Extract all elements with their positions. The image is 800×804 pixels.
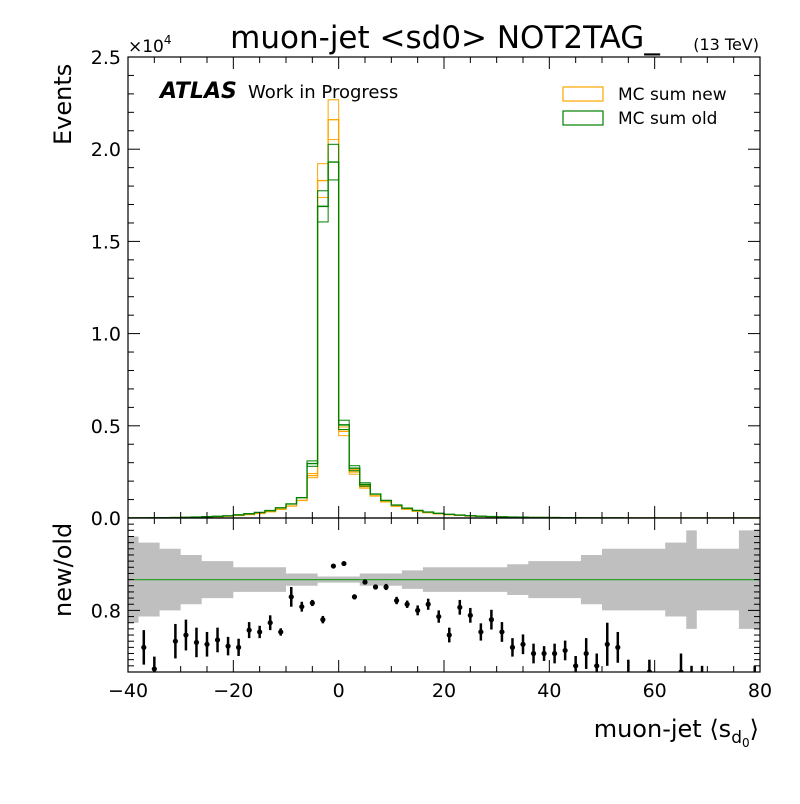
ratio-point: [457, 604, 463, 610]
ratio-layer: [128, 530, 760, 681]
ratio-point: [257, 629, 263, 635]
uncertainty-box-old: [317, 190, 329, 223]
ratio-frame: [127, 517, 761, 673]
x-tick-label: 20: [432, 680, 456, 702]
ratio-point: [478, 629, 484, 635]
ratio-point: [394, 597, 400, 604]
y-tick-label: 2.0: [91, 139, 121, 161]
ratio-point: [626, 676, 631, 681]
ratio-point: [204, 641, 210, 647]
x-tick-label: −20: [213, 680, 253, 702]
ratio-point: [341, 560, 347, 567]
y-tick-label: 1.0: [91, 324, 121, 346]
ratio-point: [267, 620, 273, 626]
legend-label-new: MC sum new: [618, 85, 727, 105]
y-multiplier-exp: 4: [164, 33, 172, 47]
uncertainty-box-new: [327, 99, 340, 141]
ratio-point: [415, 607, 421, 614]
legend-label-old: MC sum old: [618, 109, 717, 129]
ratio-point: [278, 629, 284, 635]
ratio-point: [615, 644, 621, 650]
ratio-point: [499, 629, 505, 635]
ratio-point: [446, 632, 452, 638]
ratio-point: [425, 601, 431, 607]
axes-layer: −40 −20 0 20 40 60 80 0.0 0.5 1.0 1.5 2.0 2.5 0.8: [91, 47, 772, 702]
ratio-point: [573, 663, 579, 669]
ratio-point: [299, 604, 305, 610]
legend-swatch-new: [562, 86, 604, 102]
ratio-point: [362, 579, 368, 585]
ratio-point: [604, 641, 610, 647]
uncertainty-box-old: [306, 460, 319, 467]
x-tick-label: 80: [748, 680, 772, 702]
status-label: Work in Progress: [248, 82, 398, 103]
x-axis-label-main: muon-jet ⟨s: [594, 715, 731, 743]
ratio-point: [225, 643, 231, 649]
histogram-layer: [128, 99, 760, 518]
uncertainty-box-old: [359, 482, 371, 487]
ratio-point: [288, 594, 294, 600]
x-axis-label: muon-jet ⟨sd0⟩: [594, 715, 759, 750]
uncertainty-box-old: [348, 465, 361, 472]
ratio-point: [552, 650, 558, 657]
y-tick-label: 1.5: [91, 231, 121, 253]
histogram-new: [128, 118, 760, 518]
ratio-point: [320, 617, 326, 623]
y-tick-label: 0.5: [91, 416, 121, 438]
atlas-label: ATLAS: [158, 79, 237, 104]
ratio-point: [309, 600, 315, 606]
ratio-point: [594, 663, 600, 669]
ratio-point: [509, 644, 516, 650]
uncertainty-box-old: [338, 419, 350, 431]
ratio-point: [141, 644, 147, 650]
ratio-point: [183, 632, 189, 638]
x-tick-label: −40: [108, 680, 148, 702]
x-axis-label-close: ⟩: [750, 715, 759, 743]
ratio-point: [562, 647, 568, 654]
ratio-point: [541, 650, 547, 657]
ratio-point: [372, 584, 379, 590]
ratio-point: [172, 638, 178, 644]
ratio-y-tick-label: 0.8: [91, 600, 121, 622]
ratio-point: [330, 563, 336, 569]
ratio-point: [530, 650, 537, 657]
ratio-point: [236, 644, 242, 650]
ratio-point: [646, 669, 652, 672]
x-tick-label: 60: [643, 680, 667, 702]
x-axis-label-sub: d: [731, 728, 742, 748]
ratio-point: [193, 639, 200, 646]
y-tick-label: 0.0: [91, 508, 121, 530]
legend: MC sum new MC sum old: [562, 85, 727, 129]
ratio-point: [583, 650, 589, 657]
legend-swatch-old: [562, 110, 604, 126]
ratio-point: [436, 613, 442, 620]
ratio-point: [404, 601, 410, 607]
y-axis-label-top: Events: [49, 64, 77, 145]
histogram-old: [128, 161, 760, 518]
ratio-point: [214, 637, 221, 643]
y-tick-label: 2.5: [91, 47, 121, 69]
ratio-point: [699, 676, 704, 681]
y-multiplier-base: ×10: [128, 37, 164, 57]
y-axis-label-ratio: new/old: [49, 523, 77, 617]
ratio-point: [488, 617, 494, 623]
ratio-point: [520, 641, 526, 647]
y-multiplier: ×104: [128, 33, 172, 57]
ratio-point: [351, 594, 358, 600]
x-tick-label: 40: [537, 680, 561, 702]
ratio-point: [383, 584, 389, 590]
uncertainty-box-old: [327, 143, 340, 181]
x-tick-label: 0: [333, 680, 345, 702]
energy-label: (13 TeV): [693, 35, 759, 54]
x-axis-label-subsub: 0: [742, 736, 750, 750]
ratio-point: [689, 676, 694, 681]
ratio-point: [246, 627, 252, 633]
ratio-point: [467, 612, 473, 618]
chart-title: muon-jet <sd0> NOT2TAG_: [230, 20, 660, 56]
